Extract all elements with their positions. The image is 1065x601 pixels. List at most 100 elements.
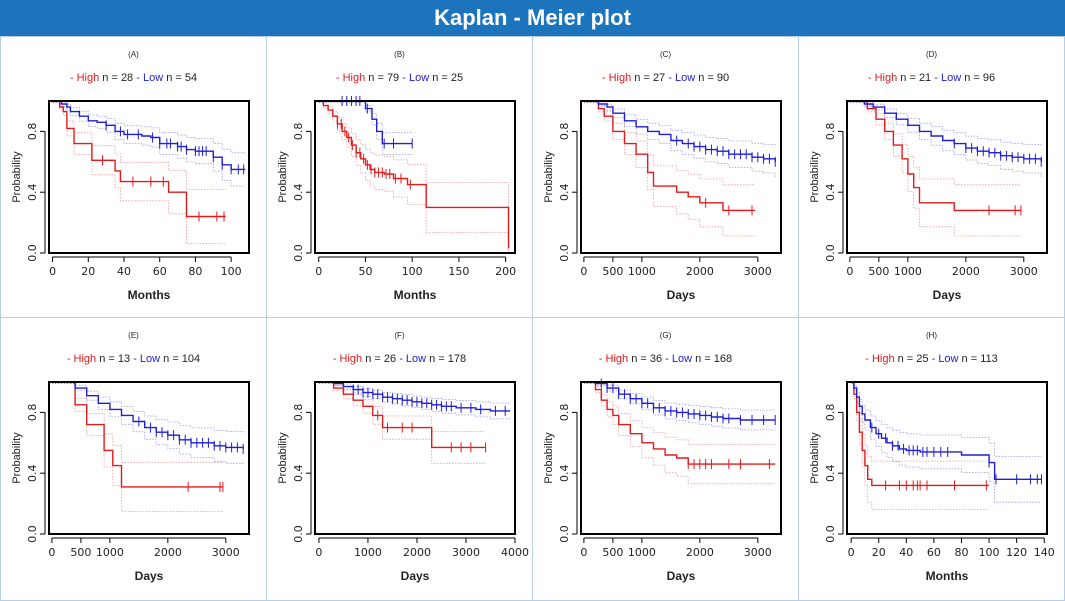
y-tick-label: 0.0	[558, 244, 571, 262]
x-tick-label: 3000	[212, 546, 240, 559]
x-tick-label: 100	[402, 265, 423, 278]
x-tick-label: 140	[1034, 546, 1055, 559]
panel-label: (D)	[926, 50, 937, 59]
ci-lower-high	[849, 102, 1021, 237]
x-tick-label: 40	[117, 265, 131, 278]
y-tick-label: 0.4	[558, 464, 571, 482]
legend-low-n: n = 178	[426, 353, 466, 365]
y-tick-label: 0.4	[26, 183, 39, 201]
ci-lower-high	[583, 383, 776, 485]
legend-low-label: - Low	[399, 353, 426, 365]
legend-low-n: n = 104	[160, 353, 200, 365]
ci-upper-high	[51, 381, 223, 463]
legend-high-label: - High	[336, 72, 365, 84]
figure-title: Kaplan - Meier plot	[434, 5, 631, 30]
y-tick-label: 0.0	[292, 244, 305, 262]
survival-curve-high	[51, 381, 223, 488]
ci-lower-low	[318, 102, 413, 155]
x-tick-label: 2000	[154, 546, 182, 559]
legend-low-label: - Low	[665, 353, 692, 365]
x-tick-label: 120	[1006, 546, 1027, 559]
x-tick-label: 20	[872, 546, 886, 559]
survival-curve-high	[318, 381, 486, 449]
x-tick-label: 0	[580, 546, 587, 559]
y-axis-label: Probability	[277, 432, 289, 484]
legend-high-n: n = 25	[895, 353, 932, 365]
legend-high-n: n = 13	[96, 353, 133, 365]
plot-frame	[48, 381, 250, 535]
ci-lower-low	[51, 383, 244, 466]
panel-label: (F)	[394, 331, 405, 340]
legend-high-label: - High	[602, 72, 631, 84]
y-tick-label: 0.4	[292, 183, 305, 201]
panel-label: (E)	[128, 331, 139, 340]
legend-high-n: n = 36	[628, 353, 665, 365]
x-tick-label: 0	[848, 546, 855, 559]
survival-curve-low	[318, 100, 413, 145]
x-tick-label: 3000	[1010, 265, 1038, 278]
legend-high-n: n = 26	[362, 353, 399, 365]
legend: - High n = 36 - Low n = 168	[599, 353, 732, 365]
ci-lower-high	[52, 102, 226, 244]
legend-low-n: n = 168	[692, 353, 732, 365]
survival-curve-low	[318, 381, 511, 412]
legend-high-n: n = 28	[99, 72, 136, 84]
y-tick-label: 0.8	[824, 404, 837, 422]
ci-lower-low	[318, 383, 511, 420]
plot-frame	[580, 381, 782, 535]
km-panel-a: (A) - High n = 28 - Low n = 54 0 20 40 60 80 10…	[0, 36, 267, 318]
x-tick-label: 2000	[403, 546, 431, 559]
x-axis-label: Days	[933, 288, 962, 302]
y-tick-label: 0.8	[558, 404, 571, 422]
y-tick-label: 0.0	[292, 525, 305, 543]
x-tick-label: 80	[954, 546, 968, 559]
km-chart: (C) - High n = 27 - Low n = 90 0 500 1000 200…	[543, 50, 782, 302]
legend: - High n = 25 - Low n = 113	[865, 353, 998, 365]
x-axis-label: Days	[667, 569, 696, 583]
legend-high-label: - High	[67, 353, 96, 365]
ci-upper-low	[849, 100, 1042, 147]
x-tick-label: 0	[315, 546, 322, 559]
y-tick-label: 0.4	[26, 464, 39, 482]
legend-low-label: - Low	[133, 353, 160, 365]
y-tick-label: 0.8	[292, 123, 305, 140]
y-tick-label: 0.0	[824, 525, 837, 543]
legend: - High n = 21 - Low n = 96	[868, 72, 995, 84]
km-panel-b: (B) - High n = 79 - Low n = 25 0 50 100 150 20…	[266, 36, 533, 318]
km-chart: (E) - High n = 13 - Low n = 104 0 500 1000 20…	[11, 331, 250, 583]
x-axis-label: Days	[667, 288, 696, 302]
ci-lower-high	[583, 102, 755, 237]
x-tick-label: 50	[358, 265, 372, 278]
legend: - High n = 27 - Low n = 90	[602, 72, 729, 84]
panel-label: (A)	[128, 50, 139, 59]
survival-curve-high	[583, 381, 776, 465]
x-tick-label: 500	[602, 265, 623, 278]
panel-grid: (A) - High n = 28 - Low n = 54 0 20 40 60 80 10…	[0, 36, 1065, 601]
x-tick-label: 60	[153, 265, 167, 278]
km-panel-f: (F) - High n = 26 - Low n = 178 0 1000 2000 3…	[266, 317, 533, 601]
ci-lower-high	[318, 102, 509, 253]
y-tick-label: 0.4	[292, 464, 305, 482]
legend-high-label: - High	[70, 72, 99, 84]
y-axis-label: Probability	[809, 432, 821, 484]
plot-frame	[48, 100, 250, 254]
ci-lower-high	[318, 383, 486, 464]
km-chart: (G) - High n = 36 - Low n = 168 0 500 1000 20…	[543, 331, 782, 583]
x-axis-label: Days	[135, 569, 164, 583]
ci-upper-high	[52, 100, 226, 190]
y-axis-label: Probability	[11, 432, 23, 484]
y-tick-label: 0.8	[292, 404, 305, 422]
legend-high-label: - High	[599, 353, 628, 365]
km-panel-g: (G) - High n = 36 - Low n = 168 0 500 1000 20…	[532, 317, 799, 601]
survival-curve-high	[851, 381, 990, 487]
x-tick-label: 4000	[501, 546, 529, 559]
x-tick-label: 2000	[952, 265, 980, 278]
ci-upper-high	[318, 100, 509, 215]
legend: - High n = 13 - Low n = 104	[67, 353, 200, 365]
ci-lower-high	[851, 383, 990, 510]
x-tick-label: 0	[580, 265, 587, 278]
x-tick-label: 2000	[686, 546, 714, 559]
y-axis-label: Probability	[277, 151, 289, 203]
x-tick-label: 0	[315, 265, 322, 278]
legend: - High n = 26 - Low n = 178	[333, 353, 466, 365]
